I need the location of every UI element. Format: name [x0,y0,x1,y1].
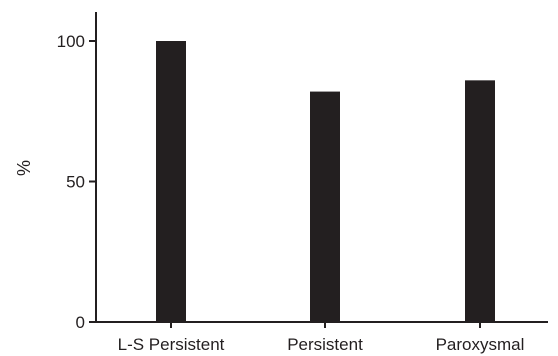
y-tick-label: 50 [66,173,85,192]
x-category-label: Paroxysmal [436,335,525,354]
y-tick-label: 0 [76,313,85,332]
bar [310,91,340,322]
x-category-labels: L-S Persistent Persistent Paroxysmal [118,322,525,354]
y-axis-label: % [14,160,34,176]
bar [156,41,186,322]
bars [156,41,495,322]
x-category-label: L-S Persistent [118,335,225,354]
y-tick-label: 100 [57,32,85,51]
bar [465,80,495,322]
x-category-label: Persistent [287,335,363,354]
y-ticks: 0 50 100 [57,32,96,332]
